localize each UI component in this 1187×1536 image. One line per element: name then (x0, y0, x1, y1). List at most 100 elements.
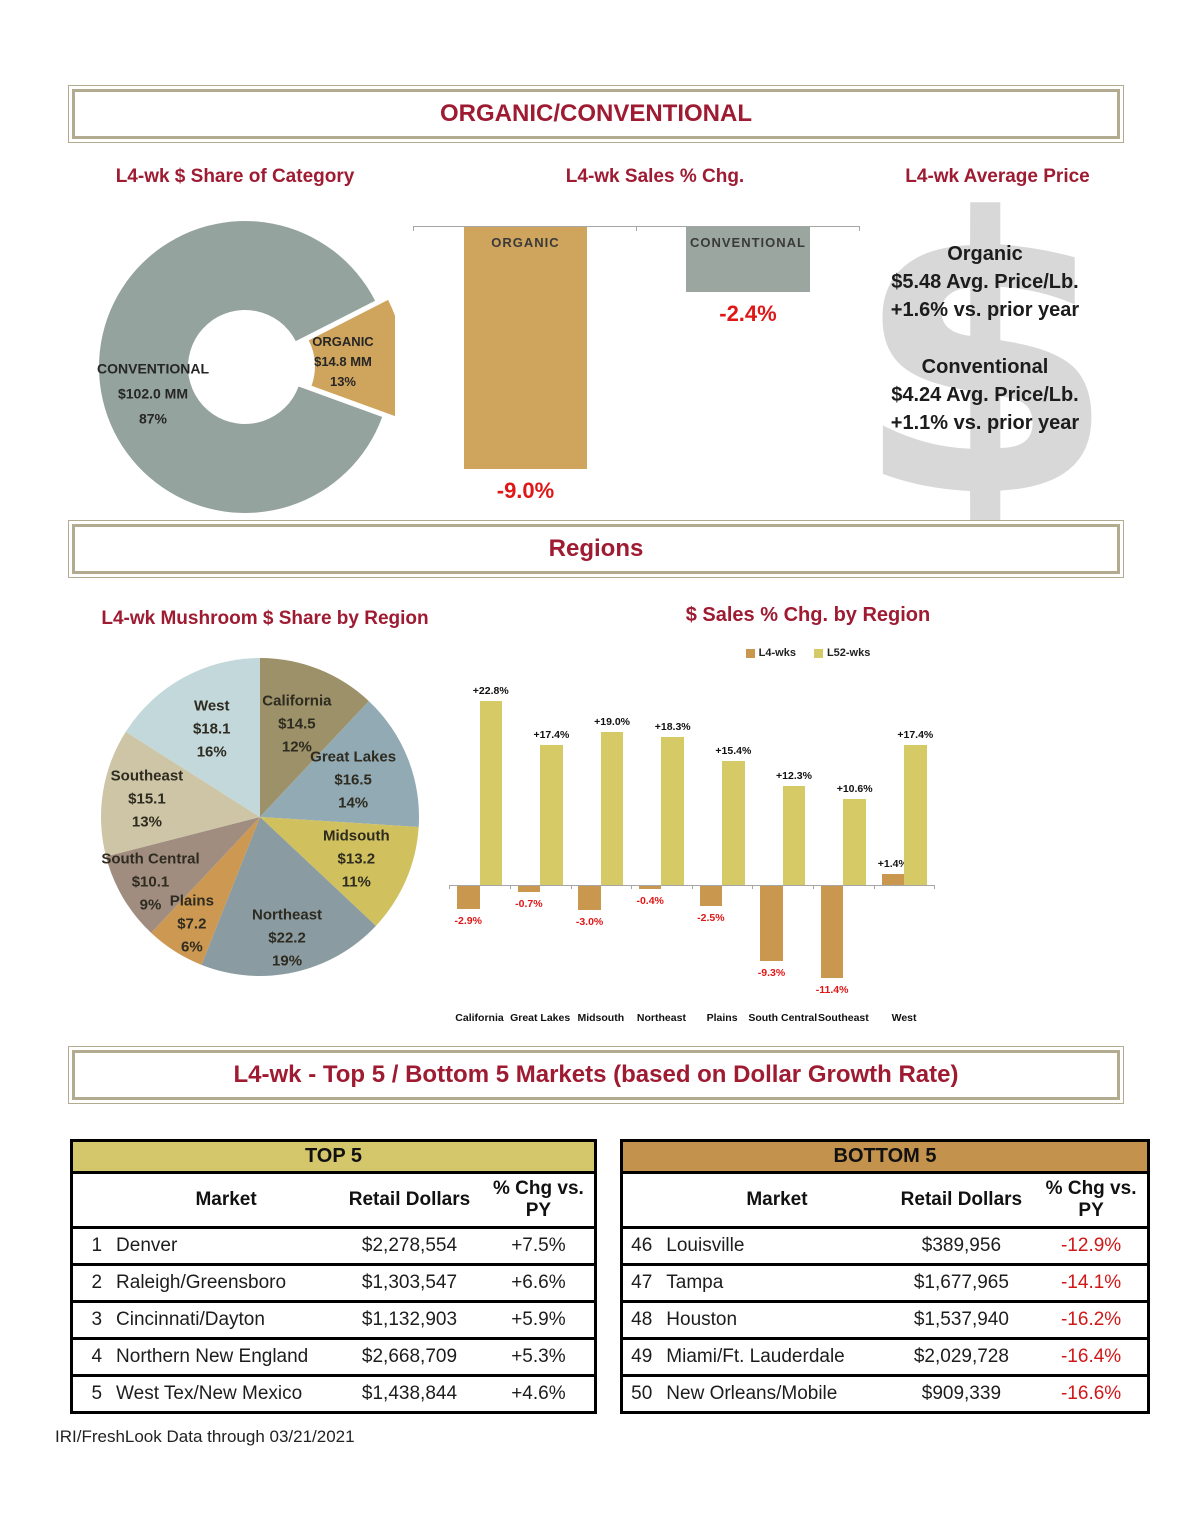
pie-slice-plains (151, 817, 260, 965)
pie-label-california: California $14.5 12% (262, 689, 331, 758)
region-pie-title: L4-wk Mushroom $ Share by Region (101, 608, 429, 629)
pie-label-line: 11% (341, 873, 371, 891)
pie-slice-california (260, 658, 369, 817)
donut-slice-conventional (99, 220, 383, 513)
top5-cell-dollars: $1,438,844 (336, 1374, 483, 1414)
bar-name-conventional: CONVENTIONAL (690, 235, 806, 250)
pie-label-line: Midsouth (322, 827, 390, 845)
top5-cell-pct: +6.6% (482, 1263, 596, 1303)
bottom5-cell-market: Tampa (666, 1263, 888, 1303)
bottom5-colheader-rank (621, 1171, 667, 1229)
bar-l4-wks-great-lakes (517, 886, 541, 892)
category-label-plains: Plains (706, 1012, 738, 1024)
bar-l52-wks-west (904, 745, 927, 885)
donut-label-conventional: CONVENTIONAL $102.0 MM 87% (97, 357, 209, 432)
top5-cell-market: Raleigh/Greensboro (116, 1263, 337, 1303)
regions-band-inner: Regions (72, 524, 1120, 574)
bar-value-organic: -9.0% (496, 478, 555, 503)
region-axis-tick (449, 885, 451, 889)
top5-header: TOP 5 (71, 1139, 596, 1174)
bottom5-table: BOTTOM 5 Market Retail Dollars% Chg vs. PY… (620, 1139, 1150, 1414)
bottom5-cell-pct: -14.1% (1035, 1263, 1149, 1303)
bottom5-cell-dollars: $389,956 (887, 1226, 1036, 1266)
top5-row: 2 Raleigh/Greensboro $1,303,547 +6.6% (71, 1263, 596, 1303)
pie-label-line: $13.2 (337, 850, 376, 868)
donut-svg (99, 220, 404, 513)
bottom5-cell-rank: 49 (621, 1337, 667, 1377)
top5-cell-dollars: $2,278,554 (336, 1226, 483, 1266)
pie-label-line: Northeast (252, 906, 323, 924)
bottom5-cell-pct: -16.2% (1035, 1300, 1149, 1340)
pie-label-line: Plains (169, 892, 214, 910)
bar-organic: ORGANIC (464, 227, 587, 469)
pie-slice-west (125, 658, 260, 817)
pie-label-line: Great Lakes (310, 748, 397, 766)
sales-chart-title: L4-wk Sales % Chg. (565, 166, 745, 187)
legend-item-l4-wks: L4-wks (745, 647, 796, 659)
donut-label-line: $14.8 MM (314, 354, 372, 369)
bar-l4-wks-northeast (638, 886, 662, 889)
top5-cell-rank: 5 (71, 1374, 117, 1414)
region-axis-tick (691, 885, 693, 889)
pie-label-line: $7.2 (177, 915, 207, 933)
top5-row: 3 Cincinnati/Dayton $1,132,903 +5.9% (71, 1300, 596, 1340)
bottom5-cell-rank: 46 (621, 1226, 667, 1266)
region-sales-change-chart: -2.9% +22.8% California -0.7% +17.4% Great La… (440, 660, 960, 1040)
region-axis-tick (509, 885, 511, 889)
donut-label-line: 87% (138, 410, 168, 427)
legend-item-l52-wks: L52-wks (813, 647, 871, 659)
top5-cell-rank: 1 (71, 1226, 117, 1266)
bottom5-table-element: BOTTOM 5 Market Retail Dollars% Chg vs. PY… (620, 1139, 1150, 1414)
value-label-l4-wks-southeast: -11.4% (815, 984, 849, 996)
region-axis-tick (873, 885, 875, 889)
top5-cell-dollars: $1,303,547 (336, 1263, 483, 1303)
top5-cell-pct: +4.6% (482, 1374, 596, 1414)
donut-label-organic: ORGANIC $14.8 MM 13% (312, 332, 373, 392)
markets-title: L4-wk - Top 5 / Bottom 5 Markets (based … (233, 1061, 959, 1088)
bottom5-row: 48 Houston $1,537,940 -16.2% (621, 1300, 1149, 1340)
bottom5-cell-market: Miami/Ft. Lauderdale (666, 1337, 888, 1377)
region-axis-tick (570, 885, 572, 889)
pie-label-midsouth: Midsouth $13.2 11% (323, 824, 390, 893)
pie-label-line: $18.1 (192, 720, 231, 738)
organic-price-block: Organic $5.48 Avg. Price/Lb. +1.6% vs. p… (843, 240, 1127, 324)
bar-l4-wks-west (881, 874, 905, 885)
pie-label-line: 16% (196, 743, 227, 761)
top5-cell-dollars: $2,668,709 (336, 1337, 483, 1377)
bottom5-cell-market: Houston (666, 1300, 888, 1340)
axis-tick (413, 226, 414, 231)
bottom5-colheader-% Chg vs. PY: % Chg vs. PY (1035, 1171, 1149, 1229)
pie-label-great-lakes: Great Lakes $16.5 14% (310, 746, 396, 815)
pie-slice-midsouth (260, 817, 419, 926)
legend-swatch-l4-wks (745, 648, 755, 658)
legend-label-l52-wks: L52-wks (826, 647, 871, 659)
value-label-l52-wks-south-central: +12.3% (776, 770, 812, 782)
region-axis-tick (631, 885, 633, 889)
organic-price-name: Organic (947, 243, 1023, 265)
pie-label-line: Southeast (110, 767, 184, 785)
category-label-northeast: Northeast (636, 1012, 686, 1024)
share-chart-title: L4-wk $ Share of Category (115, 166, 355, 187)
value-label-l4-wks-california: -2.9% (454, 915, 482, 927)
bottom5-cell-dollars: $1,677,965 (887, 1263, 1036, 1303)
pie-label-line: 9% (139, 896, 162, 914)
pie-label-line: $15.1 (128, 790, 166, 808)
pie-label-line: $16.5 (334, 771, 372, 789)
top5-row: 1 Denver $2,278,554 +7.5% (71, 1226, 596, 1266)
donut-label-line: 13% (329, 374, 357, 389)
pie-label-line: 12% (281, 738, 312, 756)
bar-l4-wks-california (457, 886, 480, 909)
top5-cell-rank: 3 (71, 1300, 117, 1340)
conventional-price-value: $4.24 Avg. Price/Lb. (891, 384, 1079, 406)
region-sales-title: $ Sales % Chg. by Region (685, 604, 931, 626)
pie-label-line: South Central (101, 850, 200, 868)
pie-label-line: 6% (180, 938, 203, 956)
pie-label-line: $14.5 (278, 715, 316, 733)
region-pie-svg (101, 658, 419, 976)
conventional-price-change: +1.1% vs. prior year (890, 412, 1080, 434)
region-axis-tick (934, 885, 936, 889)
top5-row: 5 West Tex/New Mexico $1,438,844 +4.6% (71, 1374, 596, 1414)
bottom5-colheader-Retail Dollars: Retail Dollars (887, 1171, 1036, 1229)
bar-l52-wks-northeast (661, 737, 684, 885)
